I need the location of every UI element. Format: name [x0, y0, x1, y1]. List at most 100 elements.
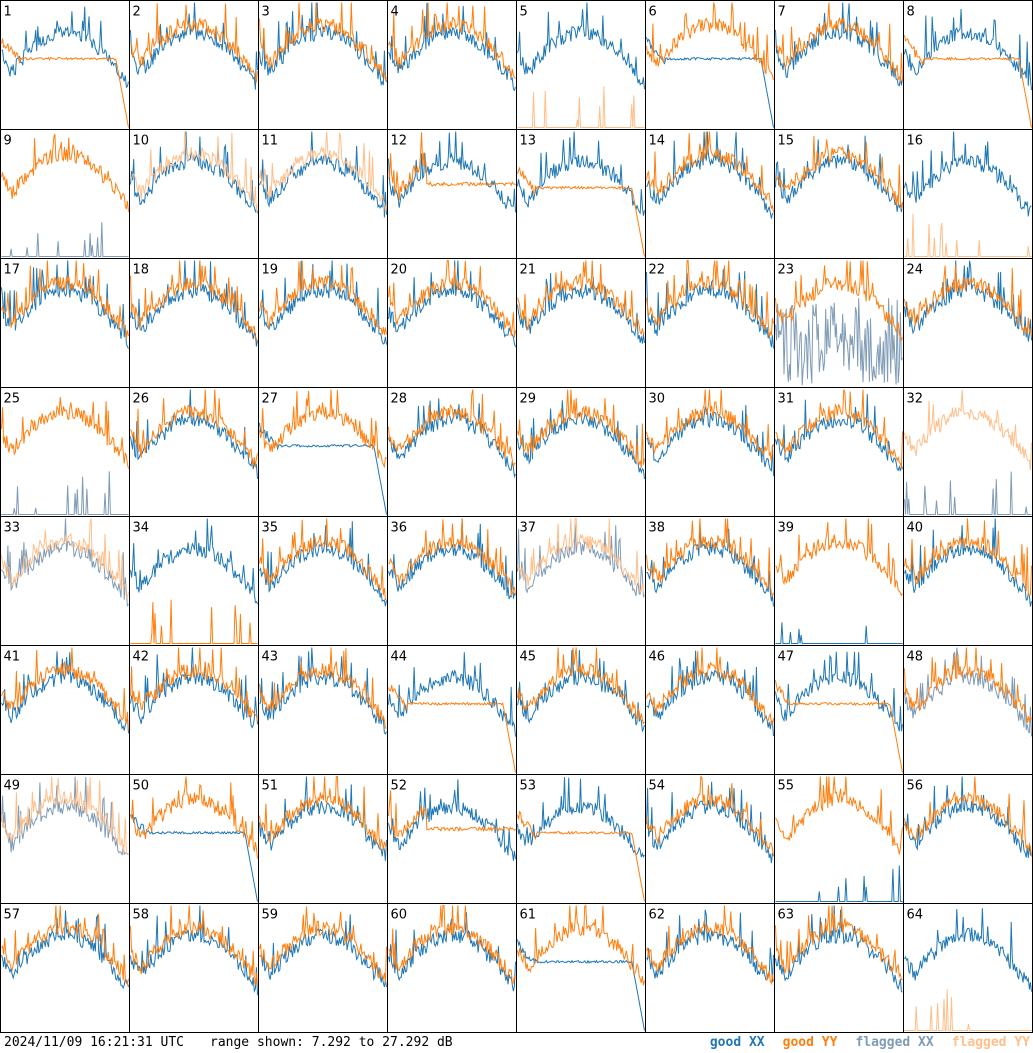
series-good-yy	[1, 647, 129, 730]
tile-62: 62	[645, 903, 775, 1033]
tile-label: 59	[262, 908, 279, 923]
series-good-xx	[517, 939, 645, 1031]
series-good-yy	[388, 685, 516, 773]
tile-label: 47	[778, 650, 795, 665]
series-flagged-yy	[130, 131, 258, 212]
series-good-yy	[646, 647, 774, 726]
series-good-xx	[904, 908, 1032, 992]
series-good-xx	[775, 622, 903, 644]
tile-37: 37	[516, 516, 646, 646]
tile-18: 18	[129, 258, 259, 388]
tile-1: 1	[0, 0, 130, 130]
tile-label: 4	[391, 5, 399, 20]
legend-flagged-yy: flagged YY	[951, 1035, 1030, 1050]
tile-label: 51	[262, 779, 279, 794]
series-flagged-yy	[904, 213, 1032, 257]
tile-label: 64	[907, 908, 924, 923]
series-good-xx	[130, 518, 258, 605]
tile-label: 30	[649, 392, 666, 407]
tile-frame	[774, 387, 904, 517]
series-flagged-yy	[517, 86, 645, 128]
tile-label: 16	[907, 134, 924, 149]
tile-label: 23	[778, 263, 795, 278]
tile-frame	[903, 129, 1033, 259]
tile-label: 26	[133, 392, 150, 407]
series-good-yy	[646, 775, 774, 857]
tile-64: 64	[903, 903, 1033, 1033]
series-good-yy	[1, 133, 129, 212]
tile-frame	[645, 0, 775, 130]
tile-35: 35	[258, 516, 388, 646]
series-good-yy	[775, 136, 903, 209]
tile-21: 21	[516, 258, 646, 388]
tile-45: 45	[516, 645, 646, 775]
tile-47: 47	[774, 645, 904, 775]
series-good-xx	[517, 777, 645, 858]
series-good-yy	[130, 599, 258, 644]
tile-label: 56	[907, 779, 924, 794]
series-good-xx	[388, 652, 516, 737]
series-good-yy	[388, 389, 516, 467]
series-good-xx	[1, 6, 129, 89]
series-good-yy	[646, 131, 774, 213]
tile-33: 33	[0, 516, 130, 646]
tile-39: 39	[774, 516, 904, 646]
tile-label: 15	[778, 134, 795, 149]
tile-50: 50	[129, 774, 259, 904]
tile-3: 3	[258, 0, 388, 130]
tile-label: 8	[907, 5, 915, 20]
legend: good XX good YY flagged XX flagged YY	[692, 1035, 1030, 1050]
series-good-yy	[646, 2, 774, 81]
series-good-yy	[388, 518, 516, 597]
tile-label: 37	[520, 521, 537, 536]
tile-frame	[645, 903, 775, 1033]
tile-14: 14	[645, 129, 775, 259]
tile-frame	[387, 258, 517, 388]
tile-frame	[387, 774, 517, 904]
tile-label: 43	[262, 650, 279, 665]
tile-frame	[387, 129, 517, 259]
series-good-yy	[775, 389, 903, 469]
tile-frame	[774, 774, 904, 904]
tile-6: 6	[645, 0, 775, 130]
tile-28: 28	[387, 387, 517, 517]
series-good-xx	[775, 865, 903, 902]
timestamp: 2024/11/09 16:21:31 UTC	[4, 1035, 185, 1050]
tile-label: 19	[262, 263, 279, 278]
tile-54: 54	[645, 774, 775, 904]
tile-34: 34	[129, 516, 259, 646]
series-good-yy	[1, 397, 129, 469]
tile-frame	[129, 903, 259, 1033]
series-good-xx	[904, 131, 1032, 217]
series-good-yy	[388, 790, 516, 838]
tile-52: 52	[387, 774, 517, 904]
series-good-xx	[1, 260, 129, 349]
tile-label: 21	[520, 263, 537, 278]
legend-good-xx: good XX	[709, 1035, 765, 1050]
series-good-xx	[130, 131, 258, 214]
series-good-yy	[259, 906, 387, 984]
series-flagged-yy	[517, 518, 645, 594]
tile-59: 59	[258, 903, 388, 1033]
tile-label: 42	[133, 650, 150, 665]
series-good-xx	[388, 2, 516, 92]
series-good-xx	[259, 2, 387, 87]
tile-label: 36	[391, 521, 408, 536]
series-good-yy	[1, 38, 129, 128]
tile-55: 55	[774, 774, 904, 904]
tile-60: 60	[387, 903, 517, 1033]
tile-19: 19	[258, 258, 388, 388]
legend-flagged-xx: flagged XX	[855, 1035, 934, 1050]
series-good-yy	[130, 260, 258, 342]
tile-label: 57	[4, 908, 21, 923]
tile-16: 16	[903, 129, 1033, 259]
series-flagged-yy	[1, 518, 129, 599]
series-flagged-xx	[1, 518, 129, 607]
tile-11: 11	[258, 129, 388, 259]
series-good-yy	[775, 680, 903, 773]
series-flagged-xx	[904, 471, 1032, 515]
series-good-yy	[904, 776, 1032, 857]
tile-label: 32	[907, 392, 924, 407]
tile-label: 35	[262, 521, 279, 536]
series-good-xx	[646, 37, 774, 128]
